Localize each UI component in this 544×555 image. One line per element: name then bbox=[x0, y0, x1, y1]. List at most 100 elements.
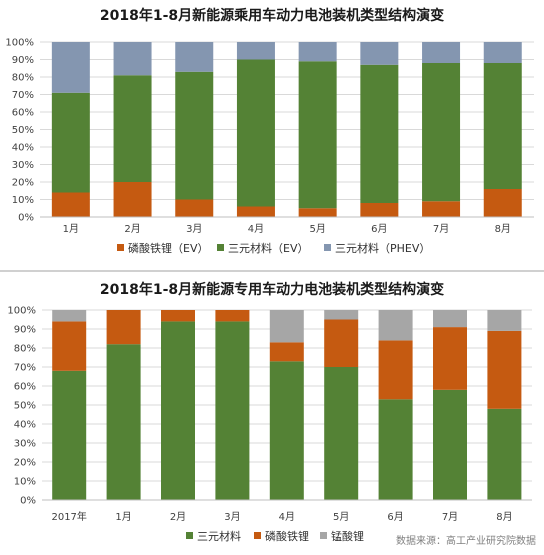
x-tick-label: 5月 bbox=[333, 511, 349, 523]
legend-swatch bbox=[254, 532, 261, 539]
x-tick-label: 6月 bbox=[387, 511, 403, 523]
bar-segment bbox=[161, 310, 195, 322]
y-tick-label: 20% bbox=[12, 178, 34, 189]
bar-segment bbox=[433, 310, 467, 328]
y-tick-label: 0% bbox=[18, 213, 34, 224]
bar-segment bbox=[113, 42, 152, 76]
bar-segment bbox=[161, 321, 195, 500]
bar-segment bbox=[51, 192, 90, 217]
bar-segment bbox=[422, 42, 461, 63]
x-tick-label: 2017年 bbox=[51, 510, 86, 523]
bar-segment bbox=[236, 206, 275, 217]
y-tick-label: 40% bbox=[14, 420, 36, 431]
y-tick-label: 40% bbox=[12, 143, 34, 154]
legend-swatch bbox=[186, 532, 193, 539]
x-tick-label: 1月 bbox=[63, 223, 79, 235]
y-tick-label: 20% bbox=[14, 458, 36, 469]
legend-label: 磷酸铁锂 bbox=[265, 529, 309, 543]
bar-segment bbox=[298, 61, 337, 209]
y-tick-label: 50% bbox=[12, 125, 34, 136]
bar-segment bbox=[215, 310, 250, 322]
y-tick-label: 60% bbox=[12, 108, 34, 119]
bar-segment bbox=[324, 319, 359, 367]
y-tick-label: 30% bbox=[12, 160, 34, 171]
bar-segment bbox=[113, 75, 152, 182]
special-vehicle-chart-panel: 2018年1-8月新能源专用车动力电池装机类型结构演变 0% 10% 20% 30% 40… bbox=[0, 272, 544, 551]
y-tick-label: 70% bbox=[14, 363, 36, 374]
y-tick-label: 10% bbox=[14, 477, 36, 488]
bar-segment bbox=[215, 321, 250, 500]
bar-segment bbox=[487, 408, 522, 500]
y-tick-label: 0% bbox=[20, 496, 36, 507]
chart-title: 2018年1-8月新能源专用车动力电池装机类型结构演变 bbox=[100, 281, 444, 298]
bar-segment bbox=[487, 330, 522, 409]
bar-segment bbox=[106, 344, 141, 500]
bar-segment bbox=[51, 92, 90, 193]
x-tick-label: 7月 bbox=[433, 223, 449, 235]
bar-segment bbox=[269, 342, 304, 362]
legend-label: 磷酸铁锂（EV） bbox=[128, 241, 208, 255]
y-tick-label: 30% bbox=[14, 439, 36, 450]
bar-segment bbox=[483, 63, 522, 189]
legend-swatch bbox=[320, 532, 327, 539]
bar-segment bbox=[324, 367, 359, 500]
special-vehicle-chart: 2018年1-8月新能源专用车动力电池装机类型结构演变 0% 10% 20% 30% 40… bbox=[7, 281, 536, 547]
source-note: 数据来源：高工产业研究院数据 bbox=[396, 534, 536, 547]
y-tick-label: 60% bbox=[14, 382, 36, 393]
bar-segment bbox=[324, 310, 359, 320]
bar-segment bbox=[360, 203, 399, 217]
bar-segment bbox=[236, 42, 275, 60]
bar-segment bbox=[51, 42, 90, 93]
bar-segment bbox=[175, 42, 214, 72]
y-tick-label: 90% bbox=[14, 325, 36, 336]
bar-segment bbox=[269, 361, 304, 500]
x-tick-label: 4月 bbox=[248, 223, 264, 235]
bar-segment bbox=[378, 310, 413, 341]
legend-swatch bbox=[217, 244, 224, 251]
bar-segment bbox=[175, 199, 214, 217]
x-tick-label: 2月 bbox=[124, 223, 140, 235]
y-tick-label: 100% bbox=[5, 38, 34, 49]
y-tick-label: 100% bbox=[7, 306, 36, 317]
bar-segment bbox=[236, 59, 275, 207]
y-tick-label: 10% bbox=[12, 195, 34, 206]
x-tick-label: 8月 bbox=[495, 223, 511, 235]
bar-segment bbox=[360, 64, 399, 203]
bar-segment bbox=[378, 399, 413, 500]
legend-label: 三元材料 bbox=[197, 529, 241, 543]
bar-segment bbox=[175, 71, 214, 200]
y-tick-label: 50% bbox=[14, 401, 36, 412]
bar-segment bbox=[378, 340, 413, 400]
y-tick-label: 80% bbox=[14, 344, 36, 355]
bar-segment bbox=[433, 389, 467, 500]
passenger-vehicle-chart-panel: 2018年1-8月新能源乘用车动力电池装机类型结构演变 0% 10% 20% 30% 40… bbox=[0, 0, 544, 272]
x-tick-label: 1月 bbox=[115, 511, 131, 523]
legend-label: 锰酸锂 bbox=[331, 529, 364, 543]
y-tick-label: 80% bbox=[12, 73, 34, 84]
y-tick-label: 90% bbox=[12, 55, 34, 66]
x-tick-label: 8月 bbox=[496, 511, 512, 523]
bar-segment bbox=[52, 370, 87, 500]
legend-label: 三元材料（PHEV） bbox=[335, 241, 430, 255]
bar-segment bbox=[433, 327, 467, 390]
y-tick-label: 70% bbox=[12, 90, 34, 101]
x-tick-label: 4月 bbox=[279, 511, 295, 523]
x-tick-label: 5月 bbox=[309, 223, 325, 235]
bar-segment bbox=[106, 310, 141, 345]
legend-swatch bbox=[324, 244, 331, 251]
bar-segment bbox=[298, 42, 337, 62]
bar-segment bbox=[422, 201, 461, 217]
x-tick-label: 2月 bbox=[170, 511, 186, 523]
bar-segment bbox=[269, 310, 304, 343]
passenger-vehicle-chart: 2018年1-8月新能源乘用车动力电池装机类型结构演变 0% 10% 20% 30% 40… bbox=[5, 7, 534, 255]
bar-segment bbox=[487, 310, 522, 331]
x-tick-label: 3月 bbox=[224, 511, 240, 523]
bar-segment bbox=[52, 321, 87, 371]
bar-segment bbox=[298, 208, 337, 217]
bar-segment bbox=[483, 189, 522, 217]
bar-segment bbox=[422, 63, 461, 202]
chart-title: 2018年1-8月新能源乘用车动力电池装机类型结构演变 bbox=[100, 7, 444, 24]
x-tick-label: 7月 bbox=[442, 511, 458, 523]
bar-segment bbox=[113, 182, 152, 217]
bar-segment bbox=[360, 42, 399, 65]
